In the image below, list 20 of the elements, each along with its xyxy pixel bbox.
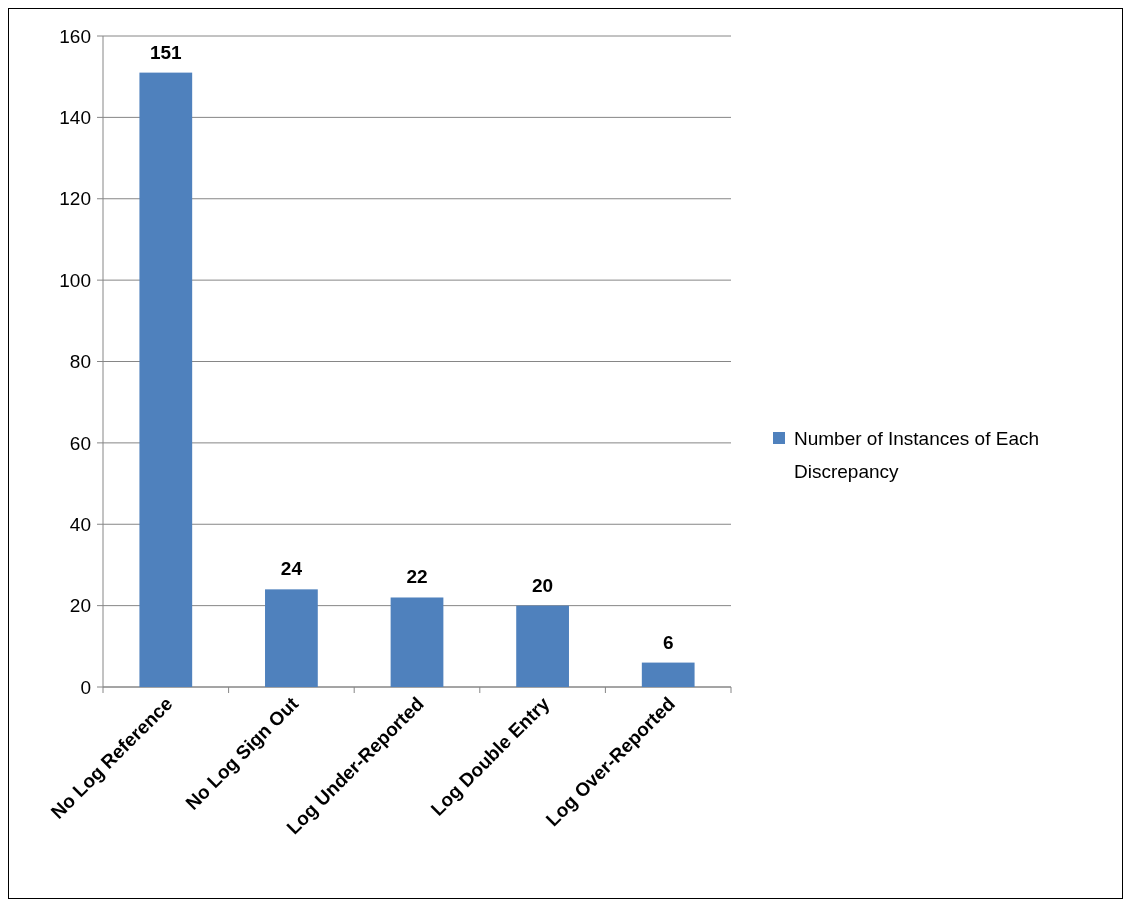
data-label: 6 — [662, 631, 674, 653]
y-tick-label: 20 — [69, 595, 91, 617]
data-label: 22 — [406, 566, 428, 588]
y-tick-label: 160 — [59, 25, 91, 47]
y-tick-label: 100 — [59, 269, 91, 291]
bar — [265, 589, 318, 687]
y-tick-label: 80 — [69, 351, 91, 373]
bar — [516, 605, 569, 687]
data-label: 24 — [280, 558, 303, 580]
y-tick-label: 60 — [69, 432, 91, 454]
bar — [641, 662, 695, 687]
y-tick-label: 0 — [80, 676, 91, 698]
data-label: 20 — [532, 574, 554, 596]
y-tick-label: 40 — [69, 513, 91, 535]
y-tick-label: 120 — [59, 188, 91, 210]
y-tick-label: 140 — [59, 107, 91, 129]
legend-label: Number of Instances of Each Discrepancy — [794, 427, 1040, 482]
bar — [390, 597, 444, 687]
data-label: 151 — [149, 41, 183, 63]
bar — [139, 72, 193, 687]
